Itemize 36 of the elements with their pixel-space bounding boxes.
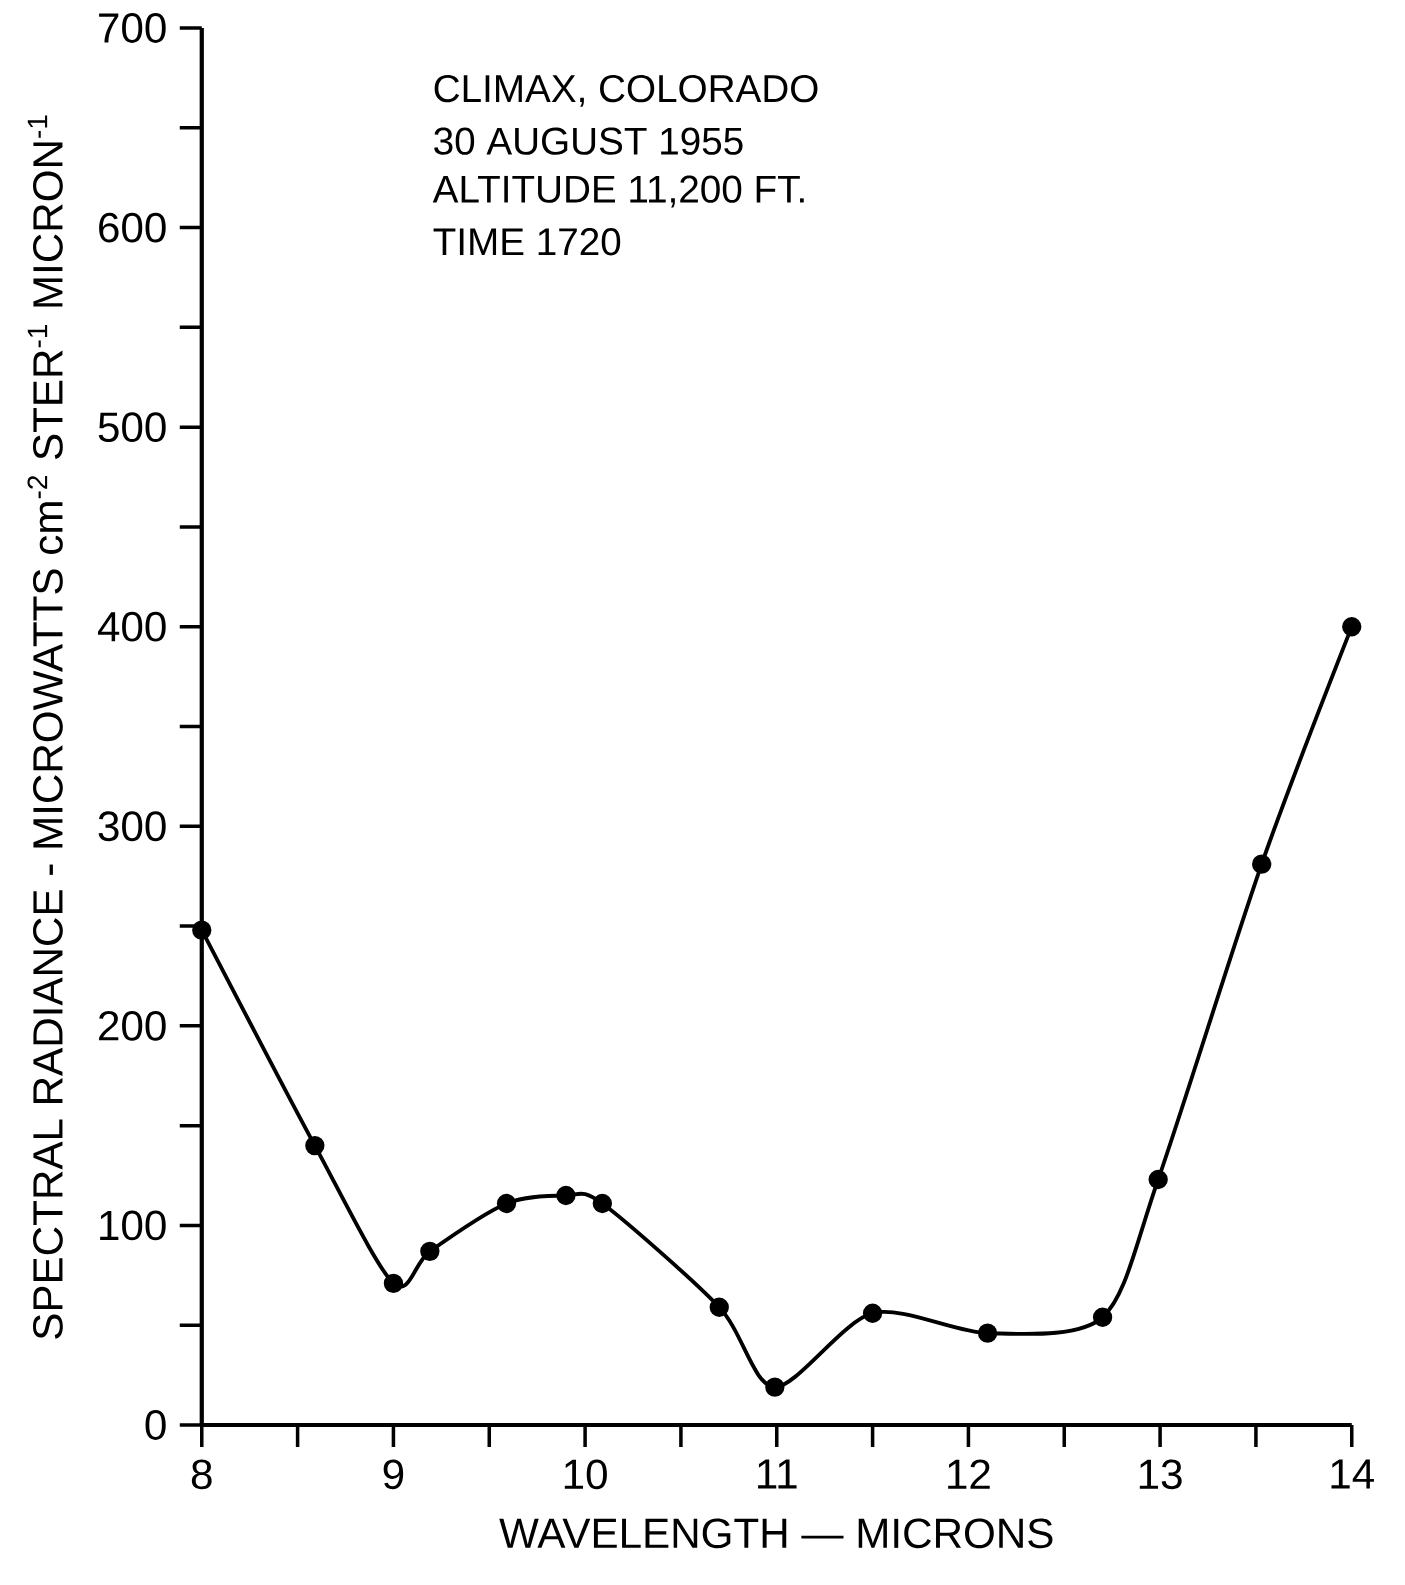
x-tick-label: 8 (191, 1459, 212, 1490)
y-tick-label: 500 (98, 412, 166, 443)
point (496, 1193, 517, 1214)
point (709, 1297, 730, 1317)
y-tick-label: 300 (98, 811, 166, 842)
point (592, 1193, 613, 1214)
x-tick-label: 10 (564, 1459, 608, 1490)
x-tick-label: 14 (1331, 1459, 1375, 1489)
y-axis-title: SPECTRAL RADIANCE - MICROWATTS cm$^{-2}$ STER$^{-1}$ MICRON$^{-1}$ (27, 115, 63, 1339)
x-tick-label: 12 (948, 1459, 990, 1489)
point (192, 920, 212, 940)
y-tick-label: 200 (99, 1010, 166, 1041)
y-tick-label: 700 (99, 13, 166, 43)
x-tick-label: 13 (1139, 1459, 1182, 1490)
annotation: TIME 1720 (433, 228, 621, 256)
y-tick-label: 0 (145, 1410, 166, 1440)
point (1342, 617, 1362, 637)
y-tick-label: 100 (100, 1210, 166, 1241)
y-tick-label: 400 (98, 611, 166, 642)
point (1252, 854, 1272, 874)
point (305, 1135, 325, 1156)
point (765, 1377, 785, 1397)
point (420, 1241, 440, 1262)
point (1093, 1307, 1113, 1327)
point (383, 1273, 404, 1293)
y-tick-label: 600 (99, 212, 166, 243)
point (863, 1303, 883, 1323)
point (556, 1185, 576, 1206)
annotation: ALTITUDE 11,200 FT. (432, 175, 804, 208)
annotation: 30 AUGUST 1955 (434, 127, 743, 155)
annotation: CLIMAX, COLORADO (434, 74, 818, 107)
point (1148, 1169, 1168, 1190)
x-tick-label: 11 (758, 1459, 797, 1489)
point (978, 1323, 998, 1343)
x-axis-title: WAVELENGTH — MICRONS (499, 1518, 1053, 1549)
x-tick-label: 9 (383, 1459, 404, 1490)
